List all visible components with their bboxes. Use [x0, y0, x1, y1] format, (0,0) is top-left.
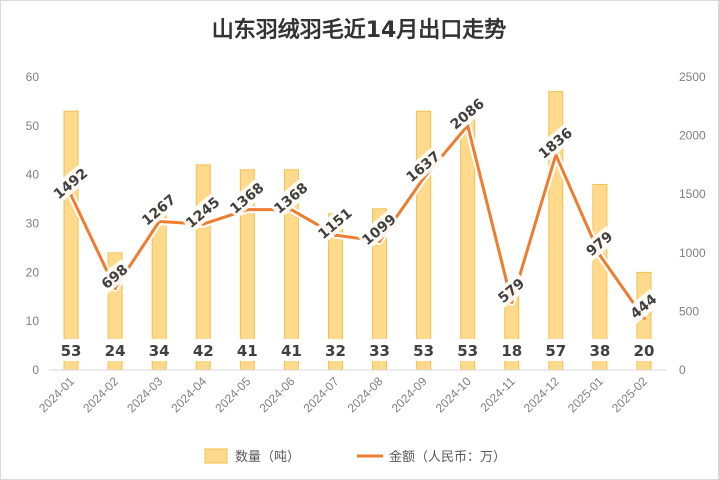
- right-axis-tick-label: 500: [679, 304, 699, 318]
- right-axis-tick-label: 2500: [679, 70, 706, 84]
- bar-data-label-bg: [188, 339, 219, 361]
- line-data-label-bg: [180, 191, 225, 233]
- line-data-label-bg: [48, 162, 93, 204]
- right-axis: 0 500 1000 1500 2000 2500: [679, 70, 706, 377]
- bar-data-label-bg: [408, 339, 439, 361]
- chart-title: 山东羽绒羽毛近14月出口走势: [212, 17, 507, 43]
- line-series: [67, 122, 647, 320]
- x-axis-tick-label: 2024-11: [477, 374, 518, 415]
- left-axis-tick-label: 50: [26, 119, 40, 133]
- bar-data-labels: 53 24 34 42 41 41 32 33 53 53 18 57 38 20: [56, 339, 659, 361]
- line-data-label-bg: [96, 258, 133, 294]
- bar-data-label: 33: [369, 342, 390, 360]
- x-axis: 2024-01 2024-02 2024-03 2024-04 2024-05 2024-…: [36, 369, 666, 415]
- line-path: [69, 124, 646, 319]
- left-axis-tick-label: 0: [32, 363, 39, 377]
- bar-data-label-bg: [56, 339, 87, 361]
- bar-data-label: 53: [457, 342, 478, 360]
- legend-label-line: 金额（人民币：万）: [389, 449, 506, 465]
- bar-data-label-bg: [540, 339, 571, 361]
- bar-data-label-bg: [320, 339, 351, 361]
- bar-data-label-bg: [100, 339, 131, 361]
- x-axis-tick-label: 2024-08: [345, 374, 386, 415]
- x-axis-tick-label: 2025-02: [609, 374, 650, 415]
- bar-data-label: 20: [634, 342, 655, 360]
- x-axis-tick-label: 2024-02: [80, 374, 121, 415]
- bar-data-label: 38: [589, 342, 610, 360]
- x-axis-tick-label: 2024-06: [256, 374, 297, 415]
- line-data-label-bg: [136, 189, 181, 231]
- line-data-label-bg: [492, 272, 530, 308]
- line-data-label-bg: [401, 145, 445, 187]
- x-axis-tick-label: 2024-01: [36, 374, 77, 415]
- right-axis-tick-label: 2000: [679, 129, 706, 143]
- x-axis-tick-label: 2024-10: [433, 374, 474, 415]
- bar-data-label: 24: [105, 342, 126, 360]
- left-axis: 0 10 20 30 40 50 60: [26, 70, 40, 377]
- x-axis-tick-label: 2024-09: [389, 374, 430, 415]
- bar-data-label: 32: [325, 342, 346, 360]
- left-axis-tick-label: 20: [26, 265, 40, 279]
- line-data-label-bg: [580, 225, 618, 261]
- bar-data-label: 41: [237, 342, 258, 360]
- bar-data-label: 53: [413, 342, 434, 360]
- bar-data-label: 53: [61, 342, 82, 360]
- bar-data-label-bg: [276, 339, 307, 361]
- x-axis-tick-label: 2024-12: [521, 374, 562, 415]
- line-data-label-bg: [445, 93, 489, 135]
- bar-data-label-bg: [452, 339, 483, 361]
- left-axis-tick-label: 30: [26, 217, 40, 231]
- left-axis-tick-label: 40: [26, 168, 40, 182]
- line-data-label-bg: [624, 288, 662, 324]
- bar-data-label-bg: [628, 339, 659, 361]
- line-data-label-bg: [312, 202, 357, 244]
- bar-data-label-bg: [144, 339, 175, 361]
- bar-data-label: 18: [501, 342, 522, 360]
- legend-label-bar: 数量（吨）: [235, 450, 300, 465]
- x-axis-tick-label: 2024-05: [212, 374, 253, 415]
- bar-data-label: 42: [193, 342, 214, 360]
- bar-data-label: 41: [281, 342, 302, 360]
- left-axis-tick-label: 10: [26, 314, 40, 328]
- line-data-label-bg: [268, 177, 313, 219]
- x-axis-tick-label: 2024-03: [124, 374, 165, 415]
- bar: [63, 110, 79, 371]
- bar-data-label: 57: [545, 342, 566, 360]
- right-axis-tick-label: 0: [679, 363, 686, 377]
- bar-data-label: 34: [149, 342, 170, 360]
- legend: 数量（吨） 金额（人民币：万）: [204, 448, 506, 465]
- bar-data-label-bg: [364, 339, 395, 361]
- bar-data-label-bg: [232, 339, 263, 361]
- bar-data-label-bg: [496, 339, 527, 361]
- x-axis-tick-label: 2024-07: [301, 374, 342, 415]
- line-data-label-bg: [357, 209, 401, 250]
- bar-data-label-bg: [584, 339, 615, 361]
- right-axis-tick-label: 1500: [679, 187, 706, 201]
- legend-swatch-bar: [204, 448, 228, 464]
- x-axis-tick-label: 2025-01: [565, 374, 606, 415]
- left-axis-tick-label: 60: [26, 70, 40, 84]
- right-axis-tick-label: 1000: [679, 246, 706, 260]
- line-data-label-bg: [533, 122, 578, 164]
- line-data-label-bg: [224, 177, 269, 219]
- x-axis-tick-label: 2024-04: [168, 374, 209, 415]
